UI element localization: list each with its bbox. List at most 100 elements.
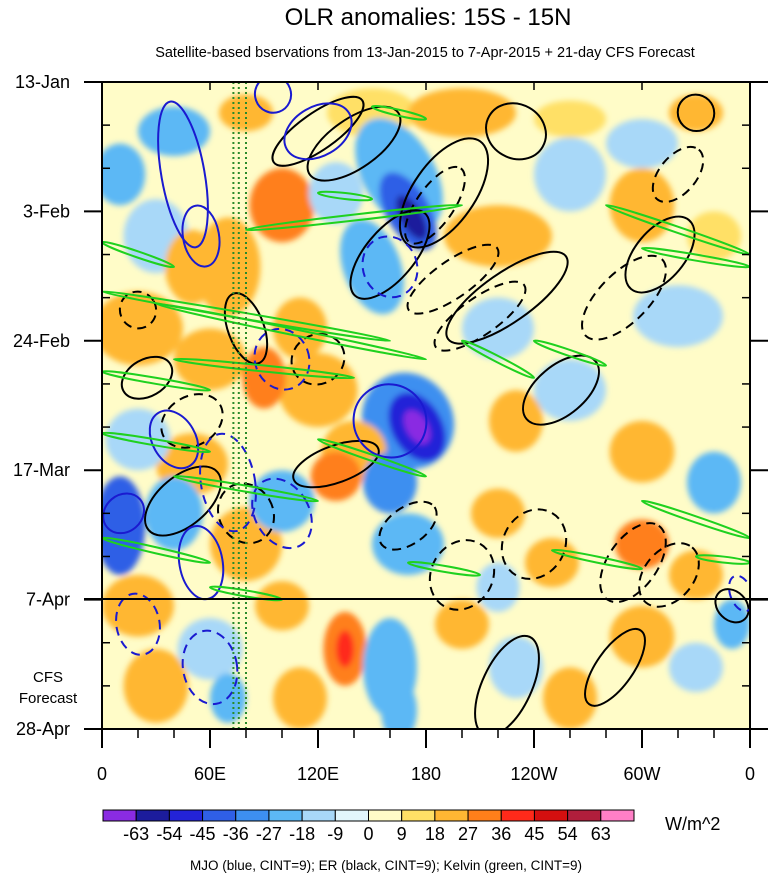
colorbar-label: -27 (256, 824, 282, 844)
colorbar-label: 27 (458, 824, 478, 844)
anomaly-patch (687, 451, 741, 514)
er-contour (406, 243, 500, 315)
x-tick-label: 180 (411, 764, 441, 784)
kelvin-contour (244, 203, 464, 232)
anomaly-patch (249, 168, 315, 243)
mjo-contour (253, 82, 293, 114)
x-tick-label: 60E (194, 764, 226, 784)
y-tick-label: 7-Apr (26, 590, 70, 610)
anomaly-patch (195, 217, 261, 317)
anomaly-patch (615, 519, 669, 569)
colorbar-swatch (268, 809, 303, 822)
anomaly-patch (138, 106, 210, 156)
mjo-contour (148, 409, 200, 470)
er-contour (714, 588, 750, 624)
er-contour (271, 95, 365, 167)
anomaly-patch (609, 168, 675, 243)
colorbar-label: -63 (123, 824, 149, 844)
colorbar-units: W/m^2 (665, 814, 720, 834)
er-contour (584, 628, 646, 707)
anomaly-patch (273, 667, 327, 729)
colorbar-label: 9 (397, 824, 407, 844)
kelvin-contour (316, 190, 374, 202)
kelvin-contour (532, 339, 608, 367)
er-contour (433, 280, 527, 352)
anomaly-patch (489, 390, 543, 452)
anomaly-patch (278, 353, 358, 428)
mjo-contour (157, 100, 209, 249)
mjo-contour (361, 235, 419, 299)
colorbar-label: -45 (190, 824, 216, 844)
kelvin-contour (316, 438, 428, 478)
x-tick-label: 120E (297, 764, 339, 784)
y-tick-label: 3-Feb (23, 201, 70, 221)
er-contour (120, 355, 174, 400)
colorbar-swatch (202, 809, 237, 822)
colorbar-swatch (334, 809, 369, 822)
kelvin-contour (550, 548, 644, 571)
anomaly-patch (462, 297, 534, 360)
colorbar-swatch (434, 809, 469, 822)
kelvin-contour (604, 204, 750, 256)
y-tick-label: 28-Apr (16, 719, 70, 739)
er-contour (378, 500, 438, 551)
colorbar-label: 36 (491, 824, 511, 844)
er-contour (306, 105, 402, 182)
contours-legend: MJO (blue, CINT=9); ER (black, CINT=9); … (190, 858, 582, 873)
anomaly-patch (102, 476, 146, 575)
er-contour (445, 250, 569, 345)
y-tick-label: 13-Jan (15, 72, 70, 92)
colorbar-swatch (168, 809, 204, 822)
x-tick-label: 0 (97, 764, 107, 784)
anomaly-patch (606, 118, 678, 169)
anomaly-patch (669, 94, 723, 132)
anomaly-patch (534, 359, 606, 421)
colorbar-swatch (135, 809, 170, 822)
er-contour (292, 439, 380, 489)
x-axis: 0 60E 120E 180 120W 60W 0 (97, 82, 755, 784)
er-contour (500, 508, 568, 580)
chart-subtitle: Satellite-based bservations from 13-Jan-… (155, 45, 695, 61)
colorbar-swatch (500, 809, 535, 822)
anomaly-patch (336, 630, 354, 668)
anomaly-patch (609, 420, 675, 483)
er-contour (160, 393, 224, 449)
anomaly-patch (525, 537, 579, 588)
anomaly-patch (242, 346, 286, 409)
er-contour (624, 215, 696, 294)
mjo-contour (199, 432, 257, 533)
er-contour (581, 254, 667, 341)
colorbar-label: 0 (363, 824, 373, 844)
colorbar-swatch (401, 809, 436, 822)
plot-area (102, 82, 750, 729)
anomaly-patch (123, 648, 189, 723)
colorbar-label: -54 (156, 824, 182, 844)
anomaly-patch (255, 581, 309, 631)
y-tick-label: 17-Mar (13, 460, 70, 480)
anomaly-patch (145, 476, 203, 551)
mjo-contour (181, 629, 239, 706)
colorbar: -63 -54 -45 -36 -27 -18 -9 0 9 18 27 36 45 54 63 (102, 809, 635, 844)
colorbar-label: 18 (425, 824, 445, 844)
mjo-contour (181, 204, 221, 268)
er-contour (144, 465, 222, 537)
colorbar-swatch (368, 809, 403, 822)
anomaly-patch (534, 137, 606, 212)
forecast-label-line2: Forecast (19, 690, 78, 707)
anomaly-patch (714, 599, 750, 649)
kelvin-contour (172, 357, 356, 380)
anomaly-patch (363, 451, 417, 514)
er-contour (349, 209, 431, 300)
y-axis: 13-Jan 3-Feb 24-Feb 17-Mar 7-Apr 28-Apr (13, 72, 768, 739)
kelvin-contour (460, 339, 536, 379)
anomaly-patch (249, 470, 315, 532)
mjo-contour (352, 383, 428, 459)
anomaly-patch (669, 642, 723, 693)
colorbar-swatch (600, 809, 635, 822)
anomaly-patch (609, 605, 675, 668)
er-contour (118, 290, 158, 330)
colorbar-swatch (235, 809, 270, 822)
anomaly-patch (444, 205, 552, 267)
colorbar-label: -9 (327, 824, 343, 844)
